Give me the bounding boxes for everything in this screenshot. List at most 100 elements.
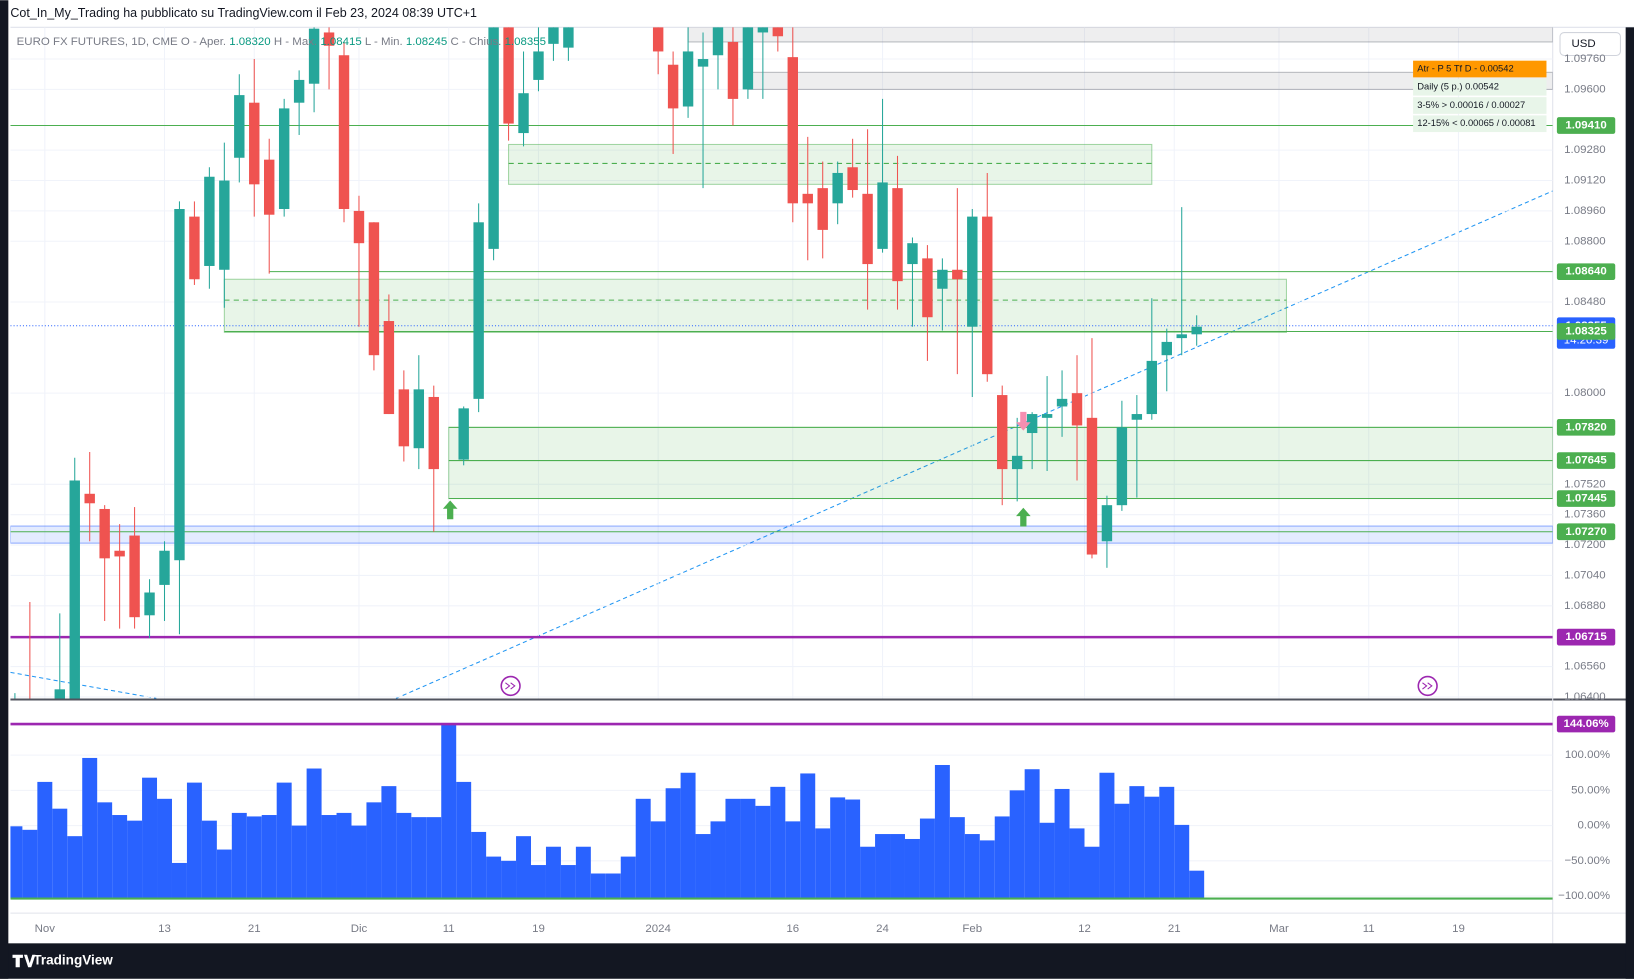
candle-body	[114, 550, 125, 557]
bar	[276, 782, 292, 899]
price-label-box	[1556, 419, 1616, 436]
trend-line	[395, 190, 1553, 699]
price-label: 1.06715	[1565, 631, 1607, 643]
indicator-pane	[10, 722, 1553, 900]
trend-line	[10, 671, 157, 699]
bar	[725, 798, 741, 899]
price-label: 1.08640	[1565, 266, 1606, 278]
ohlc-label: C - Chius.	[450, 36, 501, 48]
bar	[37, 781, 53, 899]
bar	[441, 724, 457, 899]
y-tick-label: 0.00%	[1578, 820, 1610, 832]
x-tick-label: 19	[532, 923, 545, 935]
bar	[366, 802, 382, 899]
candle-body	[234, 95, 245, 158]
candle-body	[383, 321, 395, 415]
x-tick-label: 21	[1168, 923, 1181, 935]
candle-body	[249, 102, 260, 185]
y-tick-label: 1.09280	[1564, 144, 1605, 156]
y-tick-label: 1.09760	[1564, 53, 1605, 65]
bar	[545, 846, 561, 899]
y-tick-label: −50.00%	[1564, 855, 1610, 867]
indicator-text: 12-15% < 0.00065 / 0.00081	[1417, 118, 1535, 128]
candle-body	[1131, 414, 1143, 420]
candle-body	[518, 93, 529, 134]
candle-body	[727, 41, 739, 99]
candle-body	[1146, 360, 1158, 415]
candle-body	[862, 193, 873, 265]
bar	[949, 817, 965, 899]
y-tick-label: 100.00%	[1565, 749, 1610, 761]
x-tick-label: 24	[876, 923, 889, 935]
bar	[471, 831, 487, 899]
price-label-box	[1556, 628, 1616, 646]
candle-body	[144, 592, 155, 616]
event-icon[interactable]	[1417, 675, 1438, 697]
candle-body	[997, 395, 1008, 470]
ohlc-value: 1.08415	[320, 36, 361, 48]
bar	[1069, 828, 1085, 899]
bar	[845, 799, 861, 899]
bar	[560, 865, 576, 899]
bar	[755, 805, 771, 899]
bar	[501, 860, 517, 899]
y-tick-label: 50.00%	[1571, 784, 1610, 796]
price-label: 1.07445	[1565, 493, 1607, 505]
bar	[396, 812, 412, 899]
ohlc-value: 1.08245	[406, 36, 447, 48]
event-icon-glyph	[1422, 682, 1433, 690]
bar	[695, 834, 711, 899]
bar	[231, 812, 247, 899]
bar	[306, 768, 322, 899]
ohlc-value: 1.08355	[505, 36, 546, 48]
y-tick-label: 1.06560	[1564, 661, 1605, 673]
bar	[964, 834, 980, 899]
x-tick-label: 11	[443, 923, 455, 935]
bar	[979, 840, 995, 899]
bar	[531, 865, 546, 899]
x-tick-label: 13	[158, 923, 171, 935]
y-tick-label: 1.07040	[1564, 569, 1605, 581]
ohlc-value: 1.08320	[229, 36, 270, 48]
price-label-box	[1556, 523, 1616, 541]
candle-body	[952, 269, 963, 280]
candle-body	[204, 176, 215, 266]
price-label-box	[1556, 452, 1616, 469]
currency-button[interactable]	[1559, 32, 1621, 56]
legend: EURO FX FUTURES, 1D, CME O - Aper. 1.083…	[17, 36, 546, 48]
candle-body	[1086, 417, 1098, 555]
bar	[127, 820, 143, 899]
candle-body	[278, 108, 290, 210]
y-tick-label: 1.07520	[1564, 478, 1605, 490]
bar	[1114, 803, 1130, 899]
overlays: EURO FX FUTURES, 1D, CME O - Aper. 1.083…	[17, 36, 1547, 697]
bar	[650, 821, 666, 899]
candle-body	[338, 55, 350, 210]
x-tick-label: Feb	[962, 923, 982, 935]
bar	[680, 772, 696, 899]
zone	[10, 525, 1553, 544]
event-icon-glyph	[505, 682, 516, 690]
candle-body	[398, 389, 410, 447]
bar	[994, 816, 1010, 899]
candle-body	[742, 27, 754, 90]
footer	[0, 943, 1634, 979]
candle-body	[937, 269, 948, 289]
bar	[1174, 824, 1190, 899]
indicator-row	[1413, 115, 1547, 133]
bar	[201, 820, 217, 899]
bar	[381, 786, 397, 899]
ohlc-label: L - Min.	[365, 36, 403, 48]
event-icon[interactable]	[500, 675, 521, 697]
candle-body	[488, 27, 499, 249]
bar	[860, 846, 876, 899]
price-label: 1.09410	[1565, 120, 1606, 132]
bar	[112, 815, 128, 899]
y-tick-label: 1.09600	[1564, 83, 1605, 95]
y-tick-label: 1.08960	[1564, 205, 1605, 217]
bar	[1099, 772, 1115, 899]
currency: USD	[1571, 38, 1595, 50]
main-pane	[10, 27, 1553, 699]
candle-body	[548, 27, 559, 44]
